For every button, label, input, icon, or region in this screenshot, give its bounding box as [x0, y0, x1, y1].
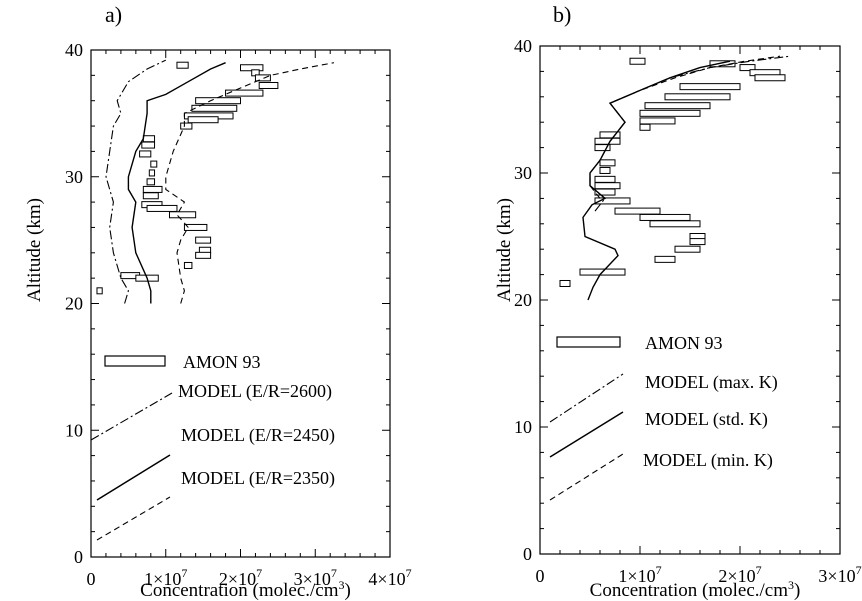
chart-b-data-box: [594, 137, 621, 145]
chart-a-x-tick-label: 1×107: [144, 566, 187, 589]
chart-a-data-box: [168, 211, 197, 219]
chart-a-data-box: [180, 122, 193, 130]
chart-a-data-box: [141, 141, 156, 149]
chart-b-data-box: [709, 60, 736, 68]
chart-a-data-box: [258, 81, 279, 89]
chart-a-data-box: [195, 251, 212, 259]
chart-b-data-box: [739, 64, 756, 72]
chart-a-legend-label: MODEL (E/R=2450): [181, 425, 335, 446]
chart-a-data-box: [142, 135, 156, 143]
chart-a-data-box: [225, 89, 264, 97]
chart-a-panel-label: a): [105, 2, 122, 27]
chart-a-legend-label: MODEL (E/R=2600): [178, 381, 332, 402]
chart-a-series-solid-line: [127, 62, 226, 304]
chart-a-x-tick-label: 2×107: [219, 566, 262, 589]
chart-a-data-box: [183, 261, 193, 269]
chart-a-data-box: [150, 160, 158, 168]
chart-a-x-tick-label: 4×107: [368, 566, 411, 589]
chart-b-data-box: [674, 245, 701, 253]
chart-b-data-box: [594, 197, 631, 205]
chart-b-y-tick-label: 20: [514, 290, 532, 310]
chart-b-data-box: [559, 279, 571, 287]
chart-a-y-axis-label: Altitude (km): [24, 198, 45, 302]
chart-b-panel-label: b): [553, 2, 571, 27]
chart-a: 0 10 20 30 40 0 1×107 2×107 3×107 4×107 a) Altitu…: [24, 2, 412, 601]
chart-b-data-box: [654, 255, 676, 263]
chart-a-data-box: [191, 104, 238, 112]
chart-a-data-box: [139, 150, 152, 158]
chart-a-series-dashdot-line: [105, 59, 167, 304]
chart-a-legend: AMON 93 MODEL (E/R=2600) MODEL (E/R=2450) M…: [90, 352, 335, 541]
chart-b-x-axis-label: Concentration (molec./cm3): [590, 578, 801, 601]
chart-b-y-tick-label: 30: [514, 163, 532, 183]
chart-b-data-box: [599, 166, 611, 174]
chart-a-data-box: [96, 287, 103, 295]
chart-b-y-tick-label: 40: [514, 36, 532, 56]
chart-a-data-box: [146, 204, 178, 212]
chart-a-legend-dashdot-swatch: [90, 392, 173, 441]
chart-a-x-tick-label: 3×107: [294, 566, 337, 589]
chart-b-data-box: [629, 57, 646, 65]
chart-a-x-tick-label: 0: [87, 569, 96, 589]
chart-b-data-box: [639, 123, 651, 131]
chart-b-data-box: [594, 188, 616, 196]
chart-a-data-box: [195, 97, 241, 105]
chart-b-series-dashed-line: [589, 55, 781, 199]
chart-b-data-box: [639, 117, 676, 125]
chart-b-data-box: [689, 238, 706, 246]
chart-a-legend-solid-swatch: [96, 454, 171, 501]
chart-b-data-box: [649, 220, 701, 228]
chart-a-data-box: [146, 178, 156, 186]
chart-b-data-box: [664, 93, 731, 101]
chart-a-data-box: [142, 185, 163, 193]
chart-b-legend-box-swatch: [556, 336, 621, 348]
chart-a-y-tick-label: 0: [74, 547, 83, 567]
chart-a-legend-label: AMON 93: [183, 352, 261, 372]
chart-b-data-box: [679, 83, 741, 91]
chart-b-x-tick-label: 1×107: [618, 563, 661, 586]
chart-b-series-solid-line: [582, 60, 731, 301]
chart-a-legend-label: MODEL (E/R=2350): [181, 468, 335, 489]
chart-b-legend-solid-swatch: [549, 411, 624, 458]
chart-a-data-box: [195, 236, 212, 244]
chart-a-legend-dashed-swatch: [96, 496, 171, 541]
chart-b-data-box: [594, 144, 611, 152]
chart-b-legend-label: MODEL (max. K): [645, 372, 778, 393]
chart-b-data-box: [754, 74, 786, 82]
chart-b-y-tick-label: 0: [523, 544, 532, 564]
chart-b-x-tick-label: 0: [536, 566, 545, 586]
chart-b-data-box: [594, 175, 616, 183]
chart-b-data-box: [614, 207, 661, 215]
chart-a-data-box: [183, 223, 208, 231]
chart-a-y-tick-label: 20: [65, 294, 83, 314]
chart-b-data-box: [644, 102, 711, 110]
chart-b: 0 10 20 30 40 0 1×107 2×107 3×107 b) Altitude (k…: [494, 2, 862, 601]
chart-a-data-box: [187, 116, 219, 124]
chart-b-x-tick-label: 3×107: [818, 563, 861, 586]
chart-b-legend-dashed-swatch: [549, 453, 624, 501]
chart-b-legend-label: AMON 93: [645, 333, 723, 353]
chart-a-data-box: [148, 169, 156, 177]
chart-b-data-box: [594, 182, 621, 190]
chart-a-data-box: [142, 192, 159, 200]
chart-b-y-axis-label: Altitude (km): [494, 198, 515, 302]
chart-a-x-axis-label: Concentration (molec./cm3): [140, 578, 351, 601]
chart-a-data-box: [176, 61, 189, 69]
chart-b-data-box: [639, 109, 701, 117]
chart-b-data-box: [599, 159, 616, 167]
chart-a-legend-box-swatch: [104, 355, 166, 367]
chart-a-data-box: [254, 74, 271, 82]
chart-b-x-tick-label: 2×107: [718, 563, 761, 586]
chart-a-y-tick-label: 10: [65, 420, 83, 440]
chart-a-y-tick-label: 30: [65, 167, 83, 187]
chart-b-legend-label: MODEL (min. K): [643, 450, 773, 471]
chart-b-legend-dashdot-swatch: [549, 373, 624, 423]
chart-b-data-box: [639, 213, 691, 221]
chart-b-y-tick-label: 10: [514, 417, 532, 437]
chart-b-legend: AMON 93 MODEL (max. K) MODEL (std. K) MODEL…: [549, 333, 778, 501]
chart-a-y-tick-label: 40: [65, 40, 83, 60]
chart-a-series-dashed-line: [165, 62, 335, 304]
chart-b-legend-label: MODEL (std. K): [645, 409, 768, 430]
